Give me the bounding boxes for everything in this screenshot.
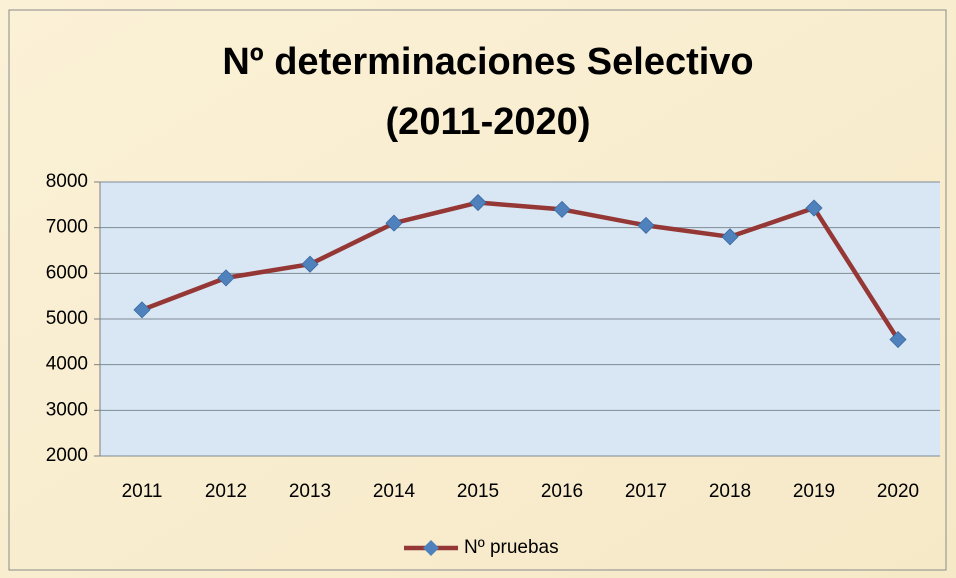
y-tick-label: 3000 — [46, 399, 88, 420]
marker — [805, 199, 823, 217]
legend-label: Nº pruebas — [464, 537, 559, 558]
x-tick-label: 2020 — [877, 481, 919, 502]
chart-title: Nº determinaciones Selectivo — [222, 41, 753, 83]
marker — [133, 301, 151, 319]
marker — [889, 330, 907, 349]
marker — [469, 193, 487, 212]
x-tick-label: 2017 — [625, 481, 667, 502]
chart-title: (2011-2020) — [386, 101, 591, 143]
marker — [721, 228, 739, 246]
x-tick-label: 2018 — [709, 481, 751, 502]
chart-border — [8, 9, 947, 571]
marker — [217, 269, 235, 287]
y-tick-label: 8000 — [46, 171, 88, 192]
x-tick-label: 2019 — [793, 481, 835, 502]
y-tick-label: 7000 — [46, 217, 88, 238]
x-tick-label: 2011 — [122, 481, 163, 502]
line — [141, 200, 900, 341]
x-tick-label: 2012 — [205, 481, 247, 502]
y-tick-label: 2000 — [46, 445, 88, 466]
marker — [301, 255, 319, 273]
x-tick-label: 2016 — [541, 481, 583, 502]
y-tick-label: 5000 — [46, 308, 88, 329]
x-tick-label: 2015 — [457, 481, 499, 502]
marker — [637, 216, 655, 234]
x-tick-label: 2013 — [289, 481, 331, 502]
y-tick-label: 6000 — [46, 262, 88, 283]
marker — [385, 214, 403, 232]
x-tick-label: 2014 — [373, 481, 416, 502]
y-tick-label: 4000 — [46, 354, 88, 375]
legend-marker — [423, 540, 439, 556]
marker — [553, 200, 571, 218]
